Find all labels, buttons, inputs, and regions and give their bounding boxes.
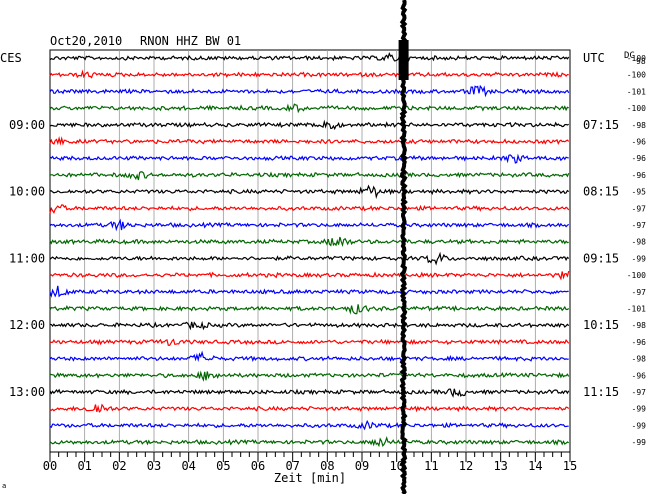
trace-line-4 [49,119,570,131]
dc-value: -96 [632,371,647,380]
dc-value: -98 [632,321,647,330]
dc-value: -98 [632,355,647,364]
trace-line-15 [49,304,570,315]
dc-value: -100 [627,104,646,113]
dc-value: -101 [627,87,646,96]
x-tick-label: 02 [112,459,126,473]
trace-line-9 [49,204,570,215]
x-tick-label: 13 [493,459,507,473]
right-hour-label: 07:15 [583,118,619,132]
trace-line-10 [49,218,570,232]
left-timezone-label: CES [0,51,22,65]
trace-line-20 [49,388,570,398]
trace-line-1 [49,69,569,79]
trace-line-6 [49,153,569,164]
station-name: RNON HHZ BW 01 [140,34,241,48]
x-axis-label: Zeit [min] [274,471,346,485]
trace-line-17 [49,338,570,346]
right-hour-labels: UTC 07:15 08:15 09:15 10:15 11:15 [583,51,619,399]
event-trace [399,0,409,494]
dc-value: -95 [632,188,647,197]
dc-value: -97 [632,288,647,297]
x-tick-label: 15 [563,459,577,473]
trace-line-11 [49,236,569,248]
x-ticks [49,452,571,462]
trace-line-19 [49,370,570,382]
x-tick-labels: 00 01 02 03 04 05 06 07 08 09 10 11 12 13 14 15 [43,459,577,473]
dc-value: -99 [632,254,647,263]
corner-mark: a [2,482,6,490]
trace-line-2 [49,84,570,98]
left-hour-labels: 09:00 10:00 11:00 12:00 13:00 [9,118,45,399]
trace-line-0 [49,51,570,62]
right-hour-label: 09:15 [583,251,619,265]
right-hour-label: 11:15 [583,385,619,399]
dc-value: -97 [632,204,647,213]
dc-value: -96 [632,154,647,163]
x-tick-label: 11 [424,459,438,473]
dc-value-labels: -100 -100 -101 -100 -98 -96 -96 -96 -95 -97 -97 -98… [627,54,646,447]
trace-line-3 [49,103,569,114]
dc-value: -99 [632,421,647,430]
trace-line-18 [49,350,569,363]
dc-value: -100 [627,71,646,80]
dc-value: -99 [632,405,647,414]
left-hour-label: 10:00 [9,185,45,199]
dc-value: -96 [632,338,647,347]
left-hour-label: 09:00 [9,118,45,132]
dc-value: -97 [632,388,647,397]
dc-value: -98 [632,238,647,247]
x-tick-label: 10 [389,459,403,473]
right-hour-label: 08:15 [583,185,619,199]
plot-header: Oct20,2010 RNON HHZ BW 01 CES DC 98 [0,34,646,66]
trace-line-8 [49,184,570,200]
x-tick-label: 07 [285,459,299,473]
trace-line-12 [49,251,570,266]
trace-line-13 [49,270,570,281]
dc-value: -98 [632,121,647,130]
dc-value: -101 [627,305,646,314]
trace-line-21 [49,403,570,413]
x-tick-label: 01 [77,459,91,473]
dc-value: -97 [632,221,647,230]
left-hour-label: 13:00 [9,385,45,399]
dc-value: -96 [632,171,647,180]
trace-line-22 [49,419,569,431]
event-marker [398,0,409,494]
trace-line-16 [49,320,570,331]
left-hour-label: 12:00 [9,318,45,332]
trace-lines [49,51,570,448]
left-hour-label: 11:00 [9,251,45,265]
x-tick-label: 08 [320,459,334,473]
dc-value: -100 [627,54,646,63]
dc-label: DC [624,51,635,61]
trace-line-7 [49,171,570,181]
recording-date: Oct20,2010 [50,34,122,48]
x-tick-label: 09 [355,459,369,473]
right-hour-label: 10:15 [583,318,619,332]
minute-gridlines [84,50,536,452]
x-tick-label: 05 [216,459,230,473]
x-axis: 00 01 02 03 04 05 06 07 08 09 10 11 12 13 14 15 Zeit [m… [43,452,577,485]
dc-value: -100 [627,271,646,280]
event-peak [398,40,409,80]
dc-value: -99 [632,438,647,447]
trace-line-14 [49,285,569,298]
x-tick-label: 06 [251,459,265,473]
x-tick-label: 12 [459,459,473,473]
trace-line-23 [49,436,570,448]
right-hour-label: UTC [583,51,605,65]
dc-top-value: 98 [636,57,646,66]
trace-line-5 [49,135,570,146]
x-tick-label: 03 [147,459,161,473]
x-tick-label: 00 [43,459,57,473]
x-tick-label: 04 [181,459,195,473]
x-tick-label: 14 [528,459,542,473]
dc-value: -96 [632,138,647,147]
